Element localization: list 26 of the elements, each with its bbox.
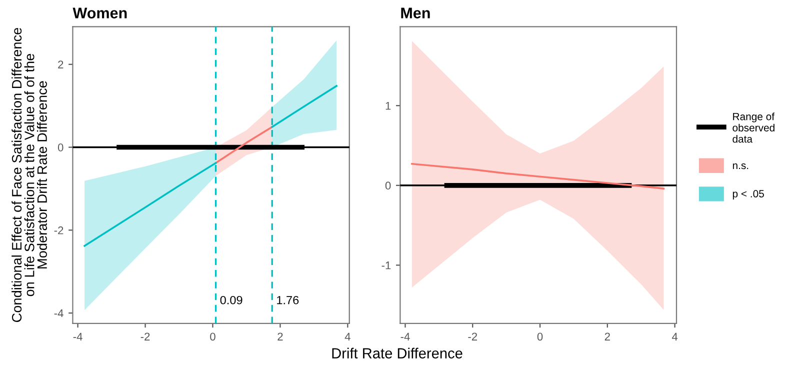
x-axis-title: Drift Rate Difference [332,348,462,358]
chart-title: Women [72,8,127,18]
x-tick-label: -2 [468,332,478,340]
x-tick-label: 2 [604,332,610,340]
legend-label: n.s. [732,163,748,170]
ref-line-label: 1.76 [277,296,299,304]
ref-line-label: 0.09 [220,296,242,304]
x-tick-label: -4 [400,332,410,340]
x-tick-label: 4 [672,332,678,340]
chart-title: Men [401,8,430,18]
legend-label: p < .05 [732,190,764,200]
y-tick-label: -4 [54,309,64,318]
x-tick-label: 2 [278,332,283,340]
x-tick-label: 0 [537,332,543,341]
y-axis-title: Conditional Effect of Face Satisfaction Difference on Life Satisfaction at the Value of of the Moderator Drift Rate Difference [12,28,47,322]
x-tick-label: 4 [344,332,350,340]
y-tick-label: -1 [382,262,391,270]
x-tick-label: 0 [210,332,216,341]
y-tick-label: -2 [54,226,64,234]
x-tick-label: -2 [140,332,150,340]
x-tick-label: -4 [73,332,82,340]
y-tick-label: 0 [385,182,391,190]
y-tick-label: 2 [58,60,64,68]
y-tick-label: 0 [58,144,64,152]
y-tick-label: 1 [386,102,391,110]
legend-label: Range of observed data [732,112,775,143]
